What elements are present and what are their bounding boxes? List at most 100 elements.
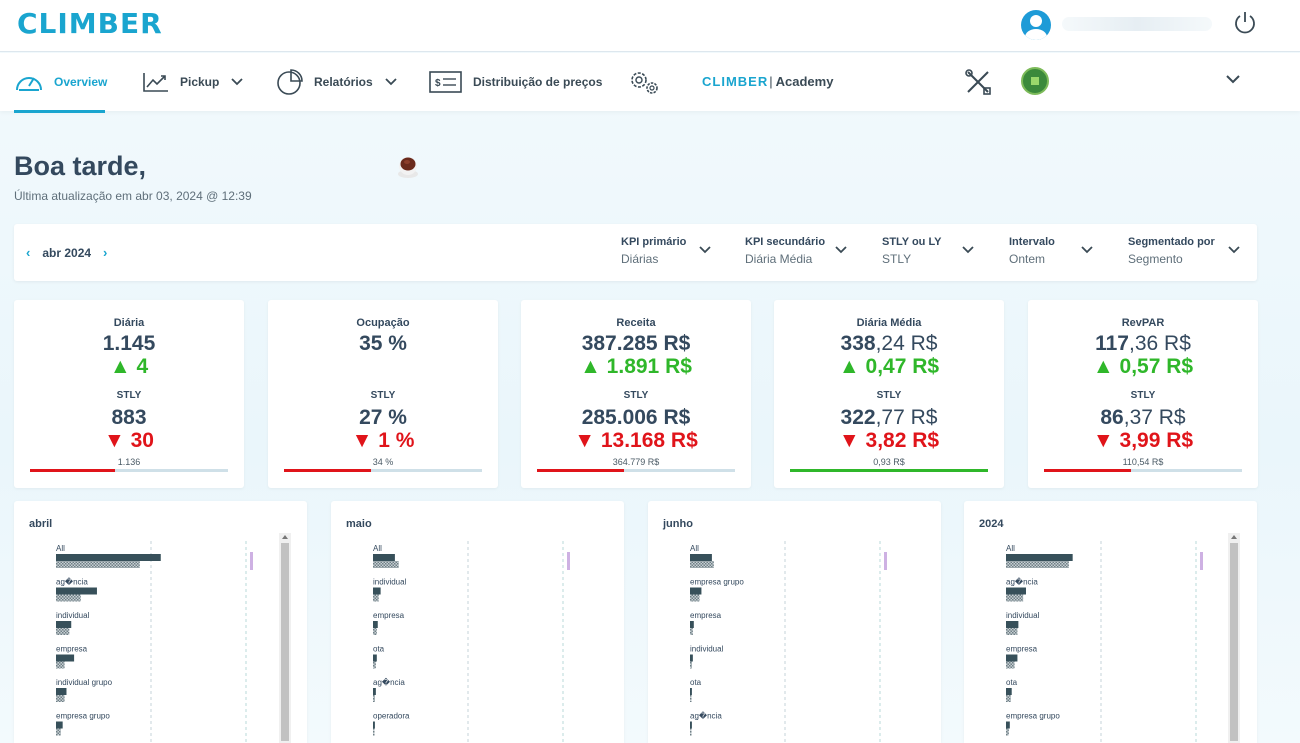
segment-bar-chart: All empresa grupo empresa individual ota ag�n… [690,541,887,743]
segment-bar-current[interactable] [1006,621,1019,628]
panel-scrollbar[interactable] [1228,533,1240,743]
kpi-compare-label: STLY [370,390,396,401]
segment-bar-current[interactable] [690,587,702,595]
kpi-compare-value: 322,77 R$ [840,406,938,429]
user-name[interactable] [1062,17,1212,31]
nav-overview[interactable]: Overview [14,53,107,111]
segment-bar-current[interactable] [56,621,72,628]
segment-bar-current[interactable] [56,654,75,662]
segment-label: All [56,544,65,553]
segment-bar-current[interactable] [373,654,377,662]
segment-bar-current[interactable] [373,587,381,595]
next-month-icon[interactable]: › [103,245,108,260]
segment-bar-stly[interactable] [373,661,376,669]
segment-bar-stly[interactable] [56,695,65,702]
kpi-target: 364.779 R$ [612,457,660,467]
segment-bar-current[interactable] [690,654,693,662]
chevron-down-icon[interactable] [1226,75,1240,84]
climber-logo[interactable]: CLIMBER [17,7,163,40]
segment-bar-stly[interactable] [1006,695,1011,702]
segment-bar-stly[interactable] [690,628,693,635]
nav-relatorios[interactable]: Relatórios [276,53,397,111]
segment-bar-current[interactable] [690,688,692,695]
target-marker [1200,552,1203,570]
nav-pickup-label: Pickup [180,75,220,89]
segment-bar-current[interactable] [56,721,63,729]
user-avatar-icon[interactable] [1021,10,1051,40]
filter-stly-ly[interactable]: STLY ou LY STLY [882,236,982,266]
filter-label: KPI secundário [745,236,826,248]
segment-bar-current[interactable] [1006,688,1012,695]
segment-bar-stly[interactable] [1006,661,1015,669]
segment-bar-stly[interactable] [56,594,81,602]
segment-bar-current[interactable] [1006,721,1010,729]
segment-bar-current[interactable] [56,587,97,595]
panel-scrollbar[interactable] [279,533,291,743]
segment-label: ag�ncia [690,711,722,721]
segment-bar-stly[interactable] [56,628,70,635]
segment-bar-current[interactable] [373,721,375,729]
segment-bar-stly[interactable] [373,695,375,702]
segment-bar-stly[interactable] [373,728,375,736]
segment-bar-stly[interactable] [373,628,377,635]
segment-bar-current[interactable] [373,621,378,628]
segment-bar-current[interactable] [690,721,692,729]
segment-bar-stly[interactable] [56,561,140,568]
kpi-main-value: 35 % [359,332,407,355]
tools-icon[interactable] [964,68,992,96]
segment-bar-stly[interactable] [1006,594,1024,602]
segment-bar-current[interactable] [690,621,694,628]
segment-bar-current[interactable] [690,554,712,561]
prev-month-icon[interactable]: ‹ [26,245,31,260]
filter-label: Segmentado por [1128,236,1215,248]
kpi-progress-fill [30,469,116,472]
segment-bar-current[interactable] [56,688,67,695]
segment-bar-stly[interactable] [690,661,692,669]
panel-title: maio [346,518,372,530]
segment-bar-stly[interactable] [690,594,700,602]
kpi-card-diaria[interactable]: Diária 1.145 ▲ 4 STLY 883 ▼ 30 1.136 [14,300,244,488]
segment-bar-stly[interactable] [1006,728,1009,736]
kpi-title: Receita [616,317,656,329]
segment-bar-stly[interactable] [1006,561,1069,568]
filter-kpi-primario[interactable]: KPI primário Diárias [621,236,721,266]
filter-segmentado[interactable]: Segmentado por Segmento [1128,236,1253,266]
nav-relatorios-label: Relatórios [314,75,373,89]
kpi-progress-bar [30,469,228,472]
kpi-card-ocupacao[interactable]: Ocupação 35 % STLY 27 % ▼ 1 % 34 % [268,300,498,488]
kpi-card-receita[interactable]: Receita 387.285 R$ ▲ 1.891 R$ STLY 285.0… [521,300,751,488]
segment-bar-stly[interactable] [56,661,65,669]
segment-bar-current[interactable] [373,688,376,695]
segment-bar-current[interactable] [373,554,395,561]
segment-bar-current[interactable] [1006,587,1026,595]
panel-title: junho [663,518,693,530]
filter-kpi-secundario[interactable]: KPI secundário Diária Média [745,236,855,266]
filter-bar: ‹ abr 2024 › KPI primário Diárias KPI se… [14,224,1257,281]
segment-bar-stly[interactable] [56,728,61,736]
nav-settings[interactable] [627,53,671,111]
segment-bar-stly[interactable] [690,561,714,568]
nav-active-indicator [14,110,105,113]
segment-bar-stly[interactable] [1006,628,1018,635]
segment-bar-stly[interactable] [373,561,399,568]
segment-bar-stly[interactable] [690,728,692,736]
segment-bar-current[interactable] [1006,554,1073,561]
segment-bar-current[interactable] [1006,654,1018,662]
academy-link[interactable]: CLIMBER| Academy [702,74,834,89]
segment-bar-current[interactable] [56,554,161,561]
power-icon[interactable] [1232,10,1258,36]
nav-distribuicao-precos[interactable]: $ Distribuição de preços [429,53,602,111]
segment-bar-stly[interactable] [373,594,379,602]
kpi-compare-value: 285.006 R$ [581,406,691,429]
segment-label: All [373,544,382,553]
kpi-card-revpar[interactable]: RevPAR 117,36 R$ ▲ 0,57 R$ STLY 86,37 R$… [1028,300,1258,488]
nav-pickup[interactable]: Pickup [142,53,243,111]
month-navigator: ‹ abr 2024 › [26,245,107,260]
filter-intervalo[interactable]: Intervalo Ontem [1009,236,1104,266]
segment-bar-stly[interactable] [690,695,692,702]
property-status-icon[interactable] [1021,67,1049,95]
kpi-card-diaria-media[interactable]: Diária Média 338,24 R$ ▲ 0,47 R$ STLY 32… [774,300,1004,488]
kpi-target: 1.136 [117,457,141,467]
kpi-compare-label: STLY [1130,390,1156,401]
filter-label: Intervalo [1009,236,1055,248]
